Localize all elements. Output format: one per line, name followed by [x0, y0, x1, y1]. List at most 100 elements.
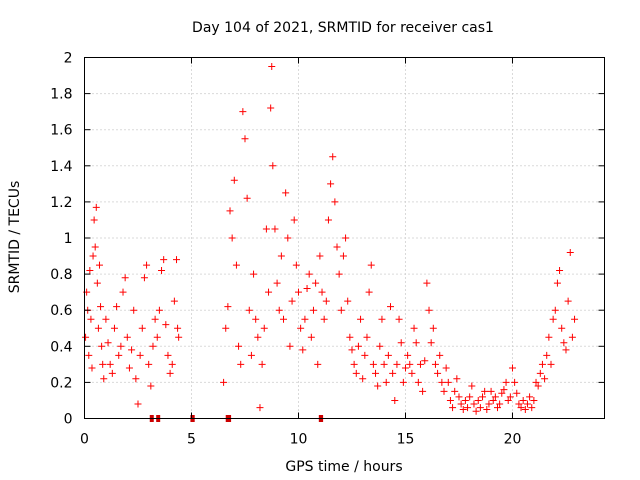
- data-point: [380, 360, 388, 368]
- data-point: [92, 203, 100, 211]
- data-points: [82, 63, 579, 415]
- data-point: [280, 315, 288, 323]
- data-point: [498, 389, 506, 397]
- data-point: [94, 324, 102, 332]
- data-point: [119, 288, 127, 296]
- data-point: [268, 63, 276, 71]
- data-point: [414, 378, 422, 386]
- x-axis: 0 5 10 15 20: [80, 57, 521, 448]
- data-point: [389, 369, 397, 377]
- data-point: [444, 378, 452, 386]
- data-point: [138, 324, 146, 332]
- data-point: [222, 324, 230, 332]
- data-point: [290, 216, 298, 224]
- data-point: [241, 135, 249, 143]
- data-point: [442, 364, 450, 372]
- data-point: [416, 360, 424, 368]
- data-point: [374, 382, 382, 390]
- data-point: [543, 351, 551, 359]
- data-point: [130, 306, 138, 314]
- data-point: [566, 248, 574, 256]
- data-point: [549, 315, 557, 323]
- data-point: [89, 252, 97, 260]
- data-point: [260, 324, 268, 332]
- data-point: [82, 333, 90, 341]
- data-point: [93, 279, 101, 287]
- data-point: [220, 378, 228, 386]
- data-point: [464, 404, 472, 412]
- data-point: [153, 333, 161, 341]
- data-point: [489, 396, 497, 404]
- x-tick-label: 15: [397, 432, 415, 448]
- data-point: [121, 274, 129, 282]
- data-point: [282, 189, 290, 197]
- data-point: [258, 360, 266, 368]
- data-point: [90, 216, 98, 224]
- data-point: [329, 153, 337, 161]
- data-point: [547, 360, 555, 368]
- data-point: [427, 339, 435, 347]
- data-point: [558, 324, 566, 332]
- data-point: [446, 396, 454, 404]
- data-point: [348, 346, 356, 354]
- data-point: [286, 342, 294, 350]
- data-point: [508, 364, 516, 372]
- data-point: [479, 393, 487, 401]
- data-point: [372, 369, 380, 377]
- data-point: [496, 400, 504, 408]
- data-point: [250, 270, 258, 278]
- data-point: [431, 360, 439, 368]
- data-point: [324, 216, 332, 224]
- data-point: [395, 315, 403, 323]
- data-point: [269, 162, 277, 170]
- data-point: [526, 393, 534, 401]
- data-point: [147, 382, 155, 390]
- data-point: [226, 207, 234, 215]
- data-point: [523, 400, 531, 408]
- y-tick-label: 0.8: [50, 267, 72, 283]
- data-point: [88, 364, 96, 372]
- data-point: [551, 306, 559, 314]
- data-point: [515, 400, 523, 408]
- data-point: [365, 288, 373, 296]
- data-point: [474, 396, 482, 404]
- data-point: [155, 306, 163, 314]
- y-axis: 0 0.2 0.4 0.6 0.8 1 1.2 1.4 1.6 1.8 2: [50, 51, 605, 428]
- data-point: [459, 405, 467, 413]
- data-point: [277, 252, 285, 260]
- y-tick-label: 1.2: [50, 195, 72, 211]
- data-point: [327, 180, 335, 188]
- data-point: [342, 234, 350, 242]
- data-point: [168, 360, 176, 368]
- data-point: [519, 396, 527, 404]
- data-point: [158, 266, 166, 274]
- data-point: [320, 315, 328, 323]
- data-point: [123, 333, 131, 341]
- data-point: [243, 194, 251, 202]
- x-tick-label: 5: [187, 432, 196, 448]
- data-point: [271, 225, 279, 233]
- data-point: [538, 360, 546, 368]
- data-point: [254, 333, 262, 341]
- data-point: [545, 333, 553, 341]
- data-point: [387, 303, 395, 311]
- data-point: [104, 339, 112, 347]
- data-point: [568, 333, 576, 341]
- data-point: [363, 333, 371, 341]
- data-point: [335, 270, 343, 278]
- data-point: [132, 375, 140, 383]
- data-point: [333, 243, 341, 251]
- data-point: [140, 274, 148, 282]
- data-point: [265, 288, 273, 296]
- data-point: [102, 315, 110, 323]
- data-point: [406, 360, 414, 368]
- data-point: [245, 306, 253, 314]
- x-axis-title: GPS time / hours: [285, 459, 402, 475]
- data-point: [461, 396, 469, 404]
- data-point: [235, 342, 243, 350]
- data-point: [339, 252, 347, 260]
- y-tick-label: 0.4: [50, 339, 72, 355]
- data-point: [419, 387, 427, 395]
- data-point: [502, 378, 510, 386]
